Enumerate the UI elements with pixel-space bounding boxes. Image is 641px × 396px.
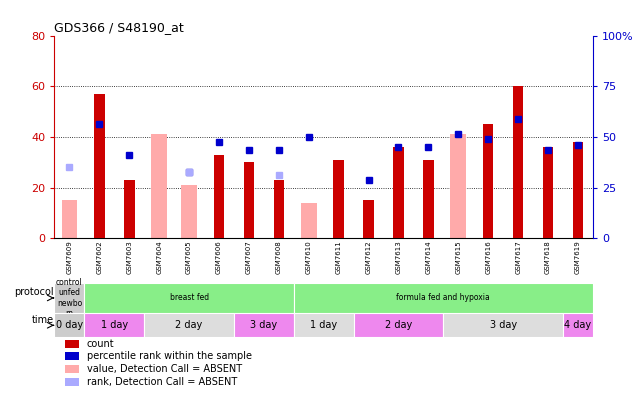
Bar (65, 340, 79, 348)
Bar (363, 200, 374, 238)
Bar (54, 283, 85, 313)
Bar (483, 124, 494, 238)
Text: GSM7607: GSM7607 (246, 240, 252, 274)
Text: 2 day: 2 day (176, 320, 203, 330)
Text: GSM7619: GSM7619 (575, 240, 581, 274)
Bar (214, 155, 224, 238)
Bar (513, 86, 523, 238)
Text: GSM7609: GSM7609 (67, 240, 72, 274)
Text: formula fed and hypoxia: formula fed and hypoxia (397, 293, 490, 303)
Text: rank, Detection Call = ABSENT: rank, Detection Call = ABSENT (87, 377, 237, 387)
Bar (573, 142, 583, 238)
Text: 3 day: 3 day (251, 320, 278, 330)
Text: percentile rank within the sample: percentile rank within the sample (87, 351, 252, 362)
Bar (244, 162, 254, 238)
Text: GSM7612: GSM7612 (365, 240, 372, 274)
Text: GSM7615: GSM7615 (455, 240, 462, 274)
Text: time: time (32, 316, 54, 326)
Text: 1 day: 1 day (310, 320, 337, 330)
Bar (543, 147, 553, 238)
Bar (65, 365, 79, 373)
Bar (65, 352, 79, 360)
Bar (85, 283, 294, 313)
Bar (423, 160, 433, 238)
Text: 1 day: 1 day (101, 320, 128, 330)
Text: protocol: protocol (14, 287, 54, 297)
Bar (181, 185, 197, 238)
Text: GSM7617: GSM7617 (515, 240, 521, 274)
Text: GSM7604: GSM7604 (156, 240, 162, 274)
Bar (294, 283, 593, 313)
Bar (393, 147, 404, 238)
Text: GSM7608: GSM7608 (276, 240, 282, 274)
Text: GSM7605: GSM7605 (186, 240, 192, 274)
Bar (151, 134, 167, 238)
Text: 0 day: 0 day (56, 320, 83, 330)
Text: control
unfed
newbo
rn: control unfed newbo rn (56, 278, 83, 318)
Text: GSM7616: GSM7616 (485, 240, 491, 274)
Bar (451, 134, 466, 238)
Text: 2 day: 2 day (385, 320, 412, 330)
Text: GSM7611: GSM7611 (336, 240, 342, 274)
Text: value, Detection Call = ABSENT: value, Detection Call = ABSENT (87, 364, 242, 374)
Text: GSM7614: GSM7614 (426, 240, 431, 274)
Bar (124, 180, 135, 238)
Bar (274, 180, 284, 238)
Text: GSM7613: GSM7613 (395, 240, 401, 274)
Bar (563, 313, 593, 337)
Text: GSM7606: GSM7606 (216, 240, 222, 274)
Text: 3 day: 3 day (490, 320, 517, 330)
Bar (234, 313, 294, 337)
Text: count: count (87, 339, 114, 349)
Text: GSM7610: GSM7610 (306, 240, 312, 274)
Text: breast fed: breast fed (169, 293, 209, 303)
Text: GDS366 / S48190_at: GDS366 / S48190_at (54, 21, 184, 34)
Bar (62, 200, 78, 238)
Bar (444, 313, 563, 337)
Text: 4 day: 4 day (565, 320, 592, 330)
Bar (144, 313, 234, 337)
Bar (301, 203, 317, 238)
Text: GSM7602: GSM7602 (96, 240, 103, 274)
Bar (54, 313, 85, 337)
Bar (333, 160, 344, 238)
Text: GSM7618: GSM7618 (545, 240, 551, 274)
Bar (65, 378, 79, 386)
Bar (94, 94, 104, 238)
Bar (85, 313, 144, 337)
Text: GSM7603: GSM7603 (126, 240, 132, 274)
Bar (294, 313, 354, 337)
Bar (354, 313, 444, 337)
